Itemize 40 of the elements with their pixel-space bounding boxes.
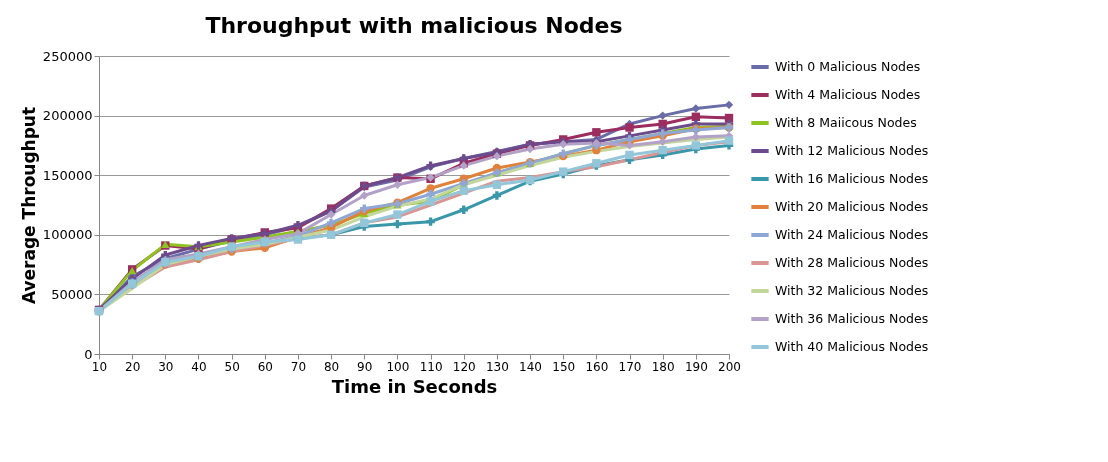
x-tick-label: 180 (651, 359, 675, 374)
x-tick-label: 30 (158, 359, 174, 374)
legend-label: With 0 Malicious Nodes (775, 59, 921, 74)
x-tick-label: 160 (585, 359, 609, 374)
x-tick-label: 40 (191, 359, 207, 374)
x-tick-label: 150 (552, 359, 576, 374)
legend-label: With 36 Malicious Nodes (775, 311, 929, 326)
x-tick-label: 10 (91, 359, 108, 374)
x-tick-label: 90 (357, 359, 373, 374)
y-tick-label: 100000 (42, 227, 93, 243)
y-tick-label: 250000 (42, 48, 93, 64)
x-tick-label: 50 (224, 359, 240, 374)
y-axis-title: Average Throughput (18, 106, 39, 305)
x-tick-label: 200 (718, 359, 741, 374)
legend-label: With 32 Malicious Nodes (775, 283, 929, 298)
x-tick-label: 80 (323, 359, 340, 374)
legend-label: With 16 Malicious Nodes (775, 171, 929, 186)
x-tick-label: 110 (419, 359, 443, 374)
x-tick-label: 70 (290, 359, 307, 374)
y-tick-label: 50000 (51, 286, 93, 302)
x-tick-label: 20 (125, 359, 141, 374)
x-tick-label: 190 (684, 359, 708, 374)
legend-label: With 12 Malicious Nodes (775, 143, 929, 158)
x-tick-label: 60 (257, 359, 273, 374)
y-tick-label: 200000 (42, 108, 93, 124)
y-tick-label: 0 (84, 346, 93, 362)
legend-label: With 4 Malicious Nodes (775, 87, 921, 102)
x-tick-label: 100 (386, 359, 410, 374)
x-tick-label: 120 (452, 359, 476, 374)
y-tick-label: 150000 (42, 167, 93, 183)
chart-title: Throughput with malicious Nodes (205, 13, 623, 38)
legend-label: With 8 Maiicous Nodes (775, 115, 917, 130)
x-tick-label: 140 (519, 359, 543, 374)
x-axis-title: Time in Seconds (331, 375, 498, 397)
x-tick-label: 170 (618, 359, 642, 374)
legend-label: With 24 Malicious Nodes (775, 227, 929, 242)
legend-label: With 28 Malicious Nodes (775, 255, 929, 270)
legend-label: With 40 Malicious Nodes (775, 339, 929, 354)
legend-label: With 20 Malicious Nodes (775, 199, 929, 214)
x-tick-label: 130 (485, 359, 509, 374)
